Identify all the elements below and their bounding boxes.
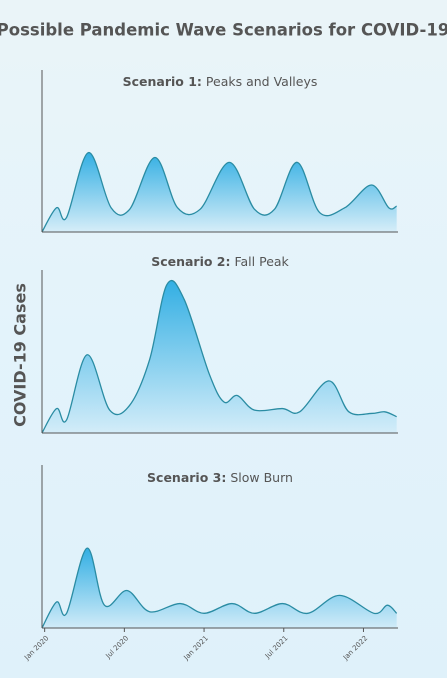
chart-subtitle: Peaks and Valleys [206, 74, 317, 89]
x-tick-label: Jul 2021 [263, 634, 290, 661]
chart-subtitle: Slow Burn [230, 470, 293, 485]
area-line [41, 279, 397, 434]
x-tick-label: Jul 2020 [104, 634, 131, 661]
y-axis-label: COVID-19 Cases [11, 283, 30, 427]
area-line [41, 547, 398, 629]
chart-title: Scenario 1: Peaks and Valleys [123, 74, 318, 89]
chart-title: Scenario 2: Fall Peak [151, 254, 289, 269]
chart-label: Scenario 3: [147, 470, 226, 485]
chart-subtitle: Fall Peak [234, 254, 289, 269]
area-fill [42, 152, 397, 232]
main-title: Possible Pandemic Wave Scenarios for COV… [0, 21, 447, 40]
x-tick-label: Jan 2022 [341, 634, 369, 662]
area-fill [42, 548, 397, 628]
chart-title: Scenario 3: Slow Burn [147, 470, 293, 485]
x-tick-label: Jan 2021 [182, 634, 210, 662]
chart-label: Scenario 2: [151, 254, 230, 269]
x-tick-label: Jan 2020 [22, 634, 50, 662]
area-fill [42, 280, 397, 433]
area-line [41, 151, 397, 233]
chart-label: Scenario 1: [123, 74, 202, 89]
